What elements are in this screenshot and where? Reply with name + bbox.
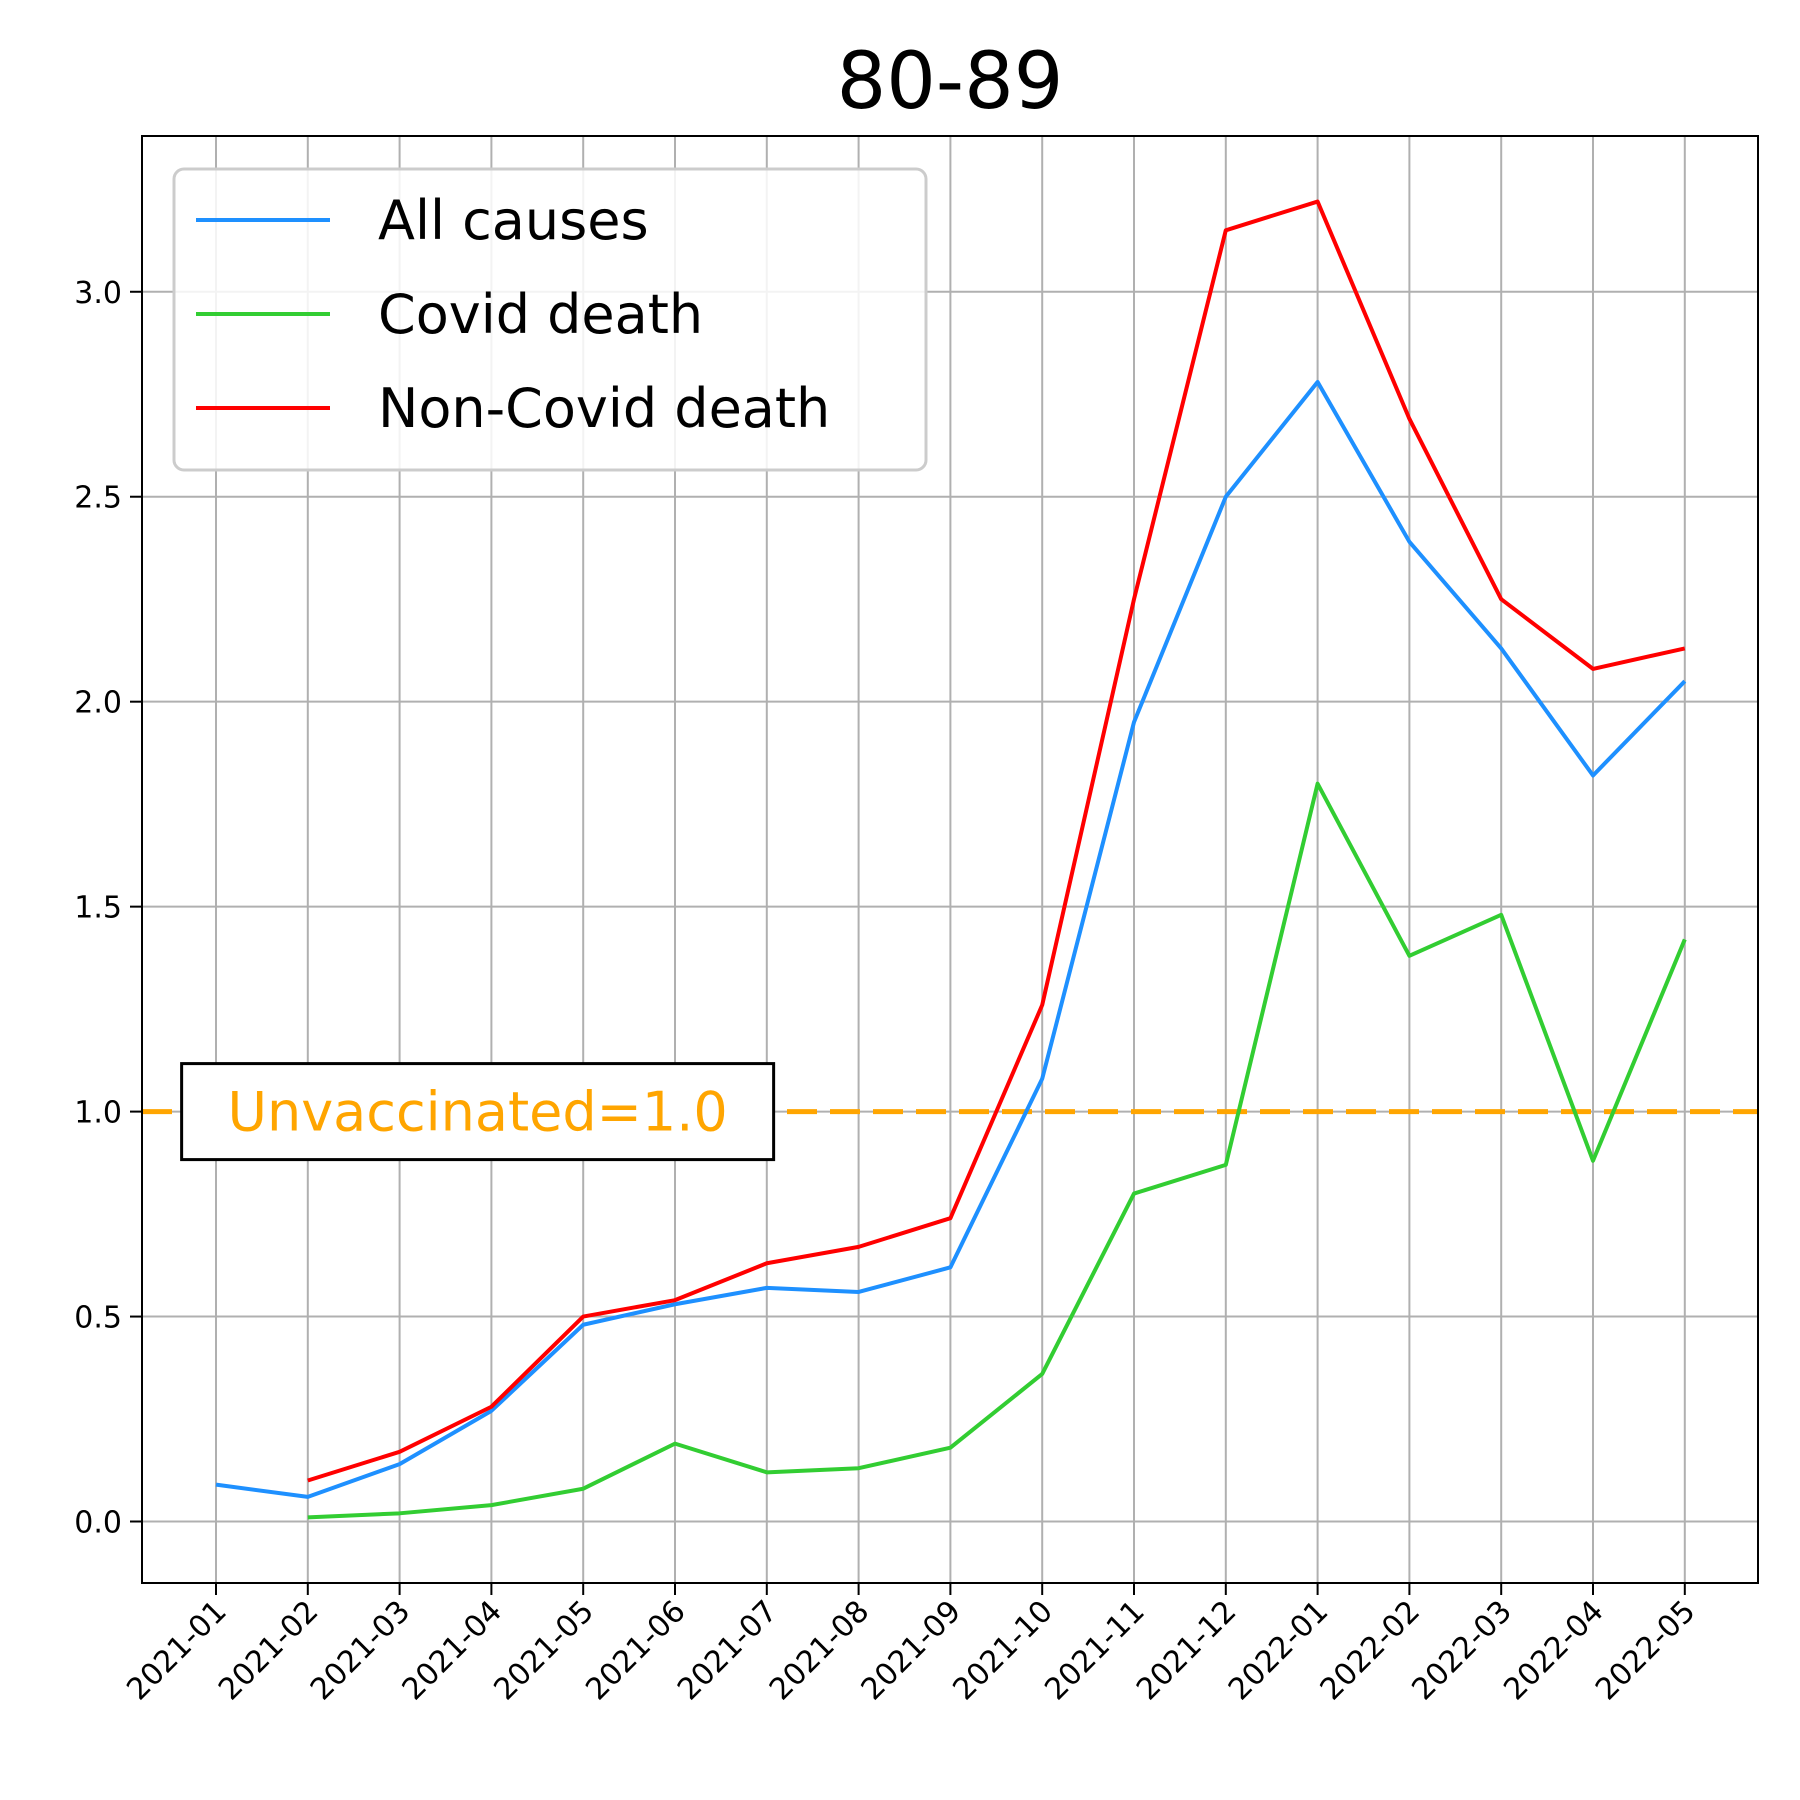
- x-tick-label: 2021-06: [579, 1594, 692, 1707]
- x-tick-label: 2022-01: [1222, 1594, 1335, 1707]
- x-tick-label: 2021-10: [946, 1594, 1059, 1707]
- x-tick-label: 2021-07: [671, 1594, 784, 1707]
- legend-box: [172, 167, 928, 472]
- x-tick-label: 2022-02: [1314, 1594, 1427, 1707]
- x-tick-label: 2021-05: [487, 1594, 600, 1707]
- x-tick-label: 2021-09: [855, 1594, 968, 1707]
- legend-label: All causes: [378, 189, 649, 252]
- x-tick-label: 2022-03: [1405, 1594, 1518, 1707]
- y-tick-label: 0.5: [74, 1301, 122, 1336]
- series-line-all-causes: [215, 379, 1687, 1499]
- y-axis-ticks: 0.0 0.5 1.0 1.5 2.0 2.5 3.0: [74, 276, 142, 1541]
- x-tick-label: 2021-11: [1038, 1594, 1151, 1707]
- x-tick-label: 2022-05: [1589, 1594, 1702, 1707]
- legend-label: Covid death: [378, 283, 703, 346]
- annotation-box: [180, 1062, 776, 1162]
- y-tick-label: 2.5: [74, 481, 122, 516]
- x-tick-label: 2021-03: [304, 1594, 417, 1707]
- x-tick-label: 2021-01: [120, 1594, 233, 1707]
- x-axis-ticks: 2021-012021-022021-032021-042021-052021-…: [120, 1583, 1702, 1707]
- x-tick-label: 2021-02: [212, 1594, 325, 1707]
- y-tick-label: 0.0: [74, 1506, 122, 1541]
- annotation-text: Unvaccinated=1.0: [227, 1081, 727, 1144]
- x-tick-label: 2021-08: [763, 1594, 876, 1707]
- series-line-non-covid-death: [307, 199, 1686, 1483]
- series-line-covid-death: [307, 781, 1687, 1520]
- y-tick-label: 1.5: [74, 891, 122, 926]
- x-tick-label: 2022-04: [1497, 1594, 1610, 1707]
- series-lines: [215, 199, 1687, 1520]
- legend-label: Non-Covid death: [378, 377, 830, 440]
- x-tick-label: 2021-04: [396, 1594, 509, 1707]
- annotation-layer: Unvaccinated=1.0: [180, 1062, 776, 1162]
- y-tick-label: 3.0: [74, 276, 122, 311]
- legend: All causes Covid death Non-Covid death: [172, 167, 928, 472]
- x-tick-label: 2021-12: [1130, 1594, 1243, 1707]
- y-tick-label: 1.0: [74, 1096, 122, 1131]
- y-tick-label: 2.0: [74, 686, 122, 721]
- chart-title: 80-89: [837, 37, 1064, 127]
